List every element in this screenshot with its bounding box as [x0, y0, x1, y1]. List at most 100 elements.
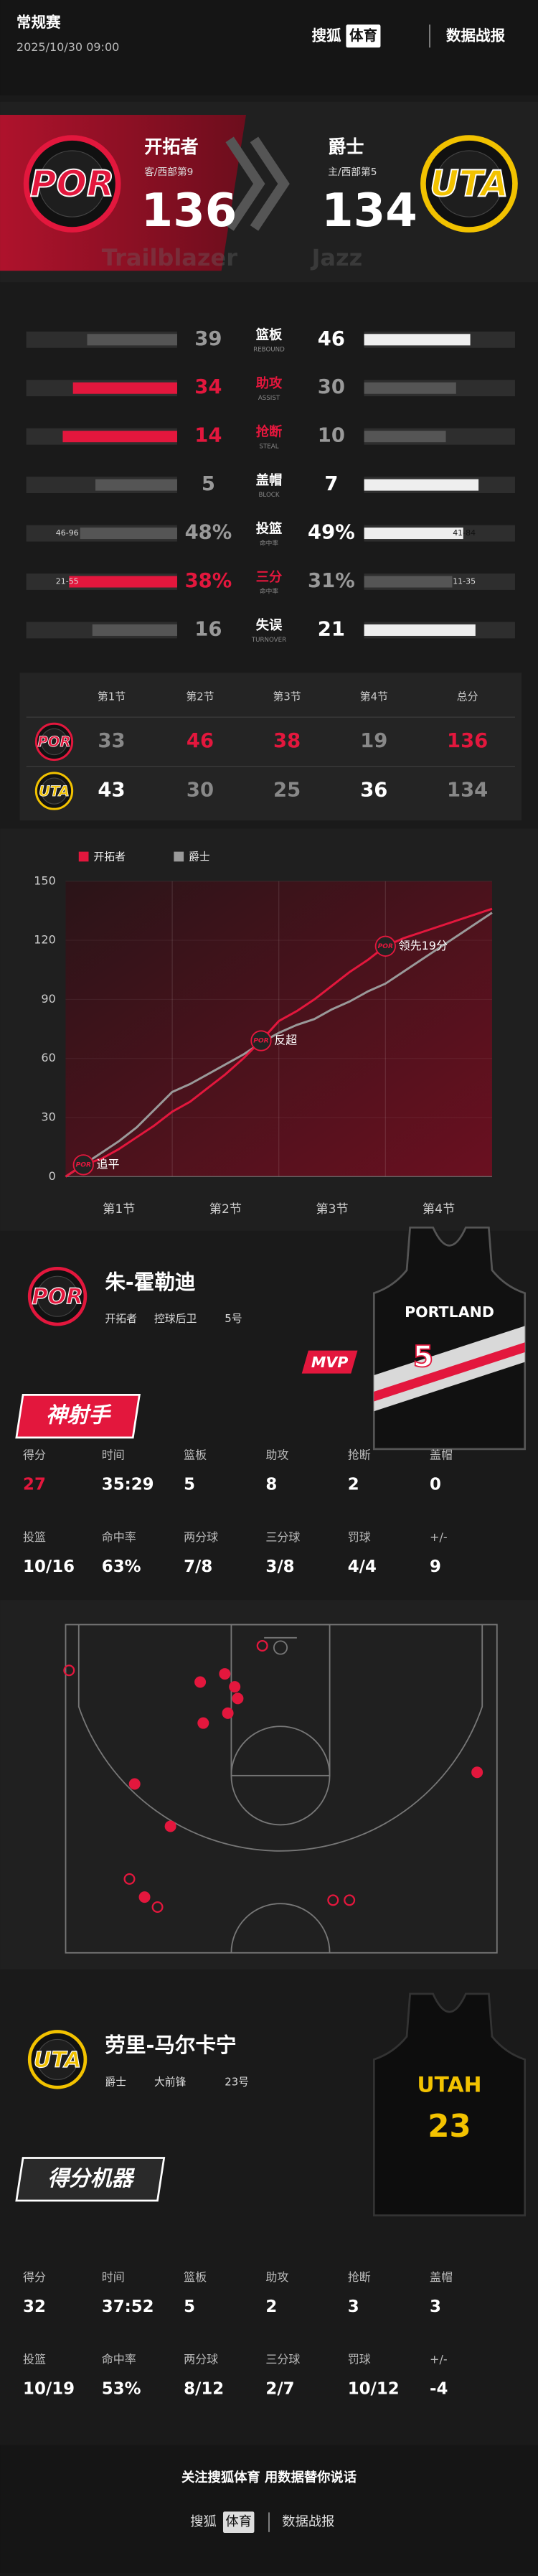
shot-made: [128, 1778, 141, 1790]
player-stat-label: 得分: [23, 1448, 46, 1461]
team-logo-text: UTA: [34, 2048, 81, 2073]
x-quarter-label: 第3节: [316, 1202, 348, 1217]
stat-sublabel: REBOUND: [253, 346, 285, 353]
stat-label: 失误: [256, 617, 283, 633]
player-stat-label: 罚球: [348, 2352, 371, 2366]
player-badge: 得分机器: [47, 2166, 135, 2191]
player-stat-value: 5: [184, 1476, 195, 1494]
player-stat-value: 8/12: [184, 2379, 224, 2398]
jersey-stripe: [374, 1342, 525, 1402]
badge-box: [15, 2157, 166, 2202]
stat-bar: [72, 382, 177, 394]
quarter-score: 46: [187, 730, 214, 752]
player-stat-value: 10/16: [23, 1558, 75, 1576]
brand-report: 数据战报: [446, 27, 506, 44]
player-number: 23号: [225, 2075, 249, 2088]
stat-value: 46: [318, 328, 345, 350]
player-stat-label: 篮板: [184, 2270, 207, 2284]
badge-box: [15, 1394, 141, 1439]
player-stat-label: 得分: [23, 2270, 46, 2284]
stat-bar: [364, 382, 456, 394]
annotation-label: 追平: [97, 1157, 120, 1171]
stat-made-attempts: 46-96: [56, 528, 79, 538]
y-tick-label: 0: [49, 1169, 56, 1183]
jersey-city: UTAH: [417, 2072, 482, 2097]
player-position: 大前锋: [154, 2075, 187, 2088]
player-team: 爵士: [105, 2075, 126, 2088]
player-stat-value: 10/12: [348, 2379, 400, 2398]
score-line: [65, 912, 493, 1178]
player-team: 开拓者: [105, 1312, 137, 1325]
stat-sublabel: TURNOVER: [251, 637, 286, 644]
annotation-marker: [374, 935, 396, 957]
quarter-score: 136: [447, 730, 488, 752]
player-name: 朱-霍勒迪: [105, 1270, 196, 1294]
annotation-label: 领先19分: [399, 939, 448, 952]
player-stat-value: 37:52: [102, 2298, 154, 2316]
shot-missed: [123, 1873, 136, 1885]
shot-made: [471, 1766, 483, 1779]
shot-missed: [344, 1894, 356, 1906]
player-stat-value: 35:29: [102, 1476, 154, 1494]
quarter-score: 19: [360, 730, 387, 752]
player-stat-label: 时间: [102, 2270, 125, 2284]
stat-label: 盖帽: [256, 472, 283, 488]
player-stat-label: 助攻: [265, 2270, 288, 2284]
court-center-arc: [230, 1903, 331, 1953]
player-stat-value: 53%: [102, 2379, 141, 2398]
court-three-arc: [77, 1624, 483, 1852]
quarter-header: 第2节: [186, 690, 214, 703]
stat-made-attempts: 11-35: [453, 577, 476, 586]
footer-bg: [0, 2445, 538, 2573]
legend-swatch: [78, 851, 89, 862]
player-stat-label: 抢断: [348, 2270, 371, 2284]
player-stat-value: 10/19: [23, 2379, 75, 2398]
footer-brand: 搜狐: [190, 2514, 217, 2529]
stat-label: 投篮: [256, 520, 283, 536]
footer-brand-tag: 体育: [225, 2514, 252, 2529]
court-ft-circle: [230, 1725, 331, 1826]
player-stat-label: 投篮: [23, 1530, 46, 1544]
stat-label: 抢断: [256, 423, 283, 439]
player-stat-value: 2: [265, 2298, 277, 2316]
team-logo-text: POR: [37, 734, 70, 750]
footer-brand-tag-box: [222, 2511, 255, 2533]
player-stat-value: 3/8: [265, 1558, 294, 1576]
stat-value: 48%: [185, 522, 232, 544]
shot-made: [197, 1717, 209, 1729]
banner-chevrons: [225, 136, 290, 231]
quarter-header: 第3节: [273, 690, 301, 703]
jersey-number: 5: [413, 1339, 434, 1374]
player-position: 控球后卫: [154, 1312, 197, 1325]
player-stat-label: +/-: [430, 2352, 448, 2366]
team-logo-inner: [435, 150, 503, 217]
quarter-header: 第1节: [98, 690, 126, 703]
player-stat-label: 助攻: [265, 1448, 288, 1461]
header-title: 常规赛: [16, 14, 61, 31]
stat-bar: [92, 624, 177, 636]
annotation-marker: [250, 1030, 272, 1052]
annotation-marker-text: POR: [76, 1161, 91, 1168]
stat-bar: [364, 479, 479, 491]
banner-bg-word: Jazz: [310, 244, 362, 271]
brand-tag: 体育: [349, 27, 377, 44]
quarter-score: 38: [273, 730, 301, 752]
quarter-score: 25: [273, 779, 301, 802]
stat-sublabel: STEAL: [259, 443, 278, 450]
team-name: 开拓者: [144, 136, 198, 157]
header-datetime: 2025/10/30 09:00: [16, 40, 119, 54]
team-info: 客/西部第9: [144, 166, 193, 178]
stat-value: 14: [194, 425, 222, 447]
shot-missed: [327, 1894, 339, 1906]
banner-bg-word: Trailblazer: [102, 244, 237, 271]
stat-made-attempts: 41-84: [453, 528, 476, 538]
footer-slogan: 关注搜狐体育 用数据替你说话: [181, 2469, 357, 2485]
player-stat-label: 盖帽: [430, 2270, 453, 2284]
x-quarter-label: 第4节: [423, 1202, 455, 1217]
y-tick-label: 90: [41, 992, 55, 1006]
brand-name: 搜狐: [311, 27, 341, 44]
player-stat-label: +/-: [430, 1530, 448, 1544]
player-stat-label: 命中率: [102, 2352, 136, 2366]
